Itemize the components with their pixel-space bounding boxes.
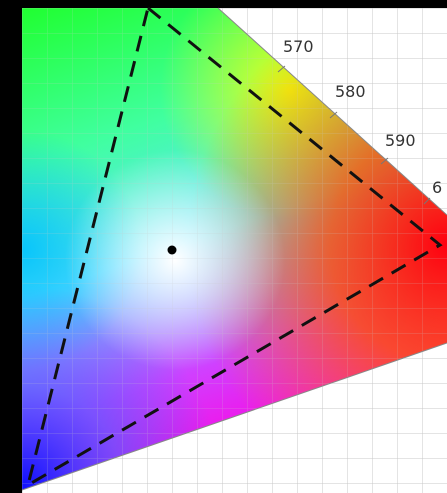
wavelength-label: 580 [335,82,366,101]
spectral-locus [217,7,447,216]
left-border [0,0,22,493]
gamut-triangle [25,5,443,489]
wavelength-label: 570 [283,37,314,56]
line-of-purples [21,342,447,491]
wavelength-label: 6 [432,178,442,197]
wavelength-label: 590 [385,131,416,150]
wavelength-ticks [277,65,431,205]
white-point [167,245,177,255]
top-border [0,0,447,7]
